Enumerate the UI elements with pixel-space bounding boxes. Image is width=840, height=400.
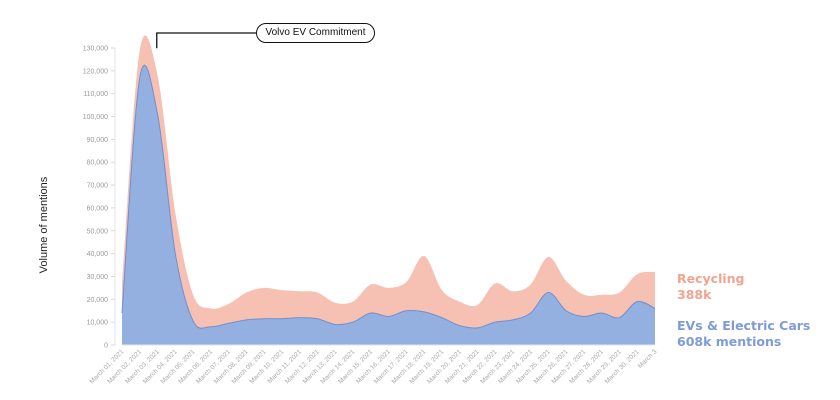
annotation-label: Volvo EV Commitment [256,23,375,43]
legend-evs-name: EVs & Electric Cars [677,318,811,333]
annotation-leader-line [156,32,256,49]
y-tick-label: 30,000 [87,274,109,281]
line-series-evs [121,64,656,329]
x-tick-label: March 3 [637,348,659,370]
legend-evs: EVs & Electric Cars 608k mentions [677,318,810,350]
y-tick-label: 60,000 [87,205,109,212]
y-tick-label: 130,000 [83,46,108,53]
y-tick-label: 90,000 [87,137,109,144]
legend-recycling: Recycling 388k [677,271,745,303]
y-axis-title: Volume of mentions [38,176,50,274]
legend-recycling-name: Recycling [677,271,745,286]
legend-recycling-total: 388k [677,287,712,302]
area-series-recycling [122,35,655,345]
y-tick-label: 50,000 [87,228,109,235]
y-tick-label: 100,000 [83,114,108,121]
y-tick-label: 20,000 [87,297,109,304]
area-series-evs [122,65,655,346]
y-axis: 0 10,000 20,000 30,000 40,000 50,000 60,000 70,… [83,46,116,350]
y-tick-label: 0 [104,343,108,350]
y-tick-label: 10,000 [87,320,109,327]
y-tick-label: 40,000 [87,251,109,258]
y-tick-label: 120,000 [83,68,108,75]
y-tick-label: 80,000 [87,160,109,167]
areas-layer [121,35,656,346]
legend-evs-total: 608k mentions [677,334,782,349]
y-tick-label: 70,000 [87,183,109,190]
y-tick-label: 110,000 [83,91,108,98]
